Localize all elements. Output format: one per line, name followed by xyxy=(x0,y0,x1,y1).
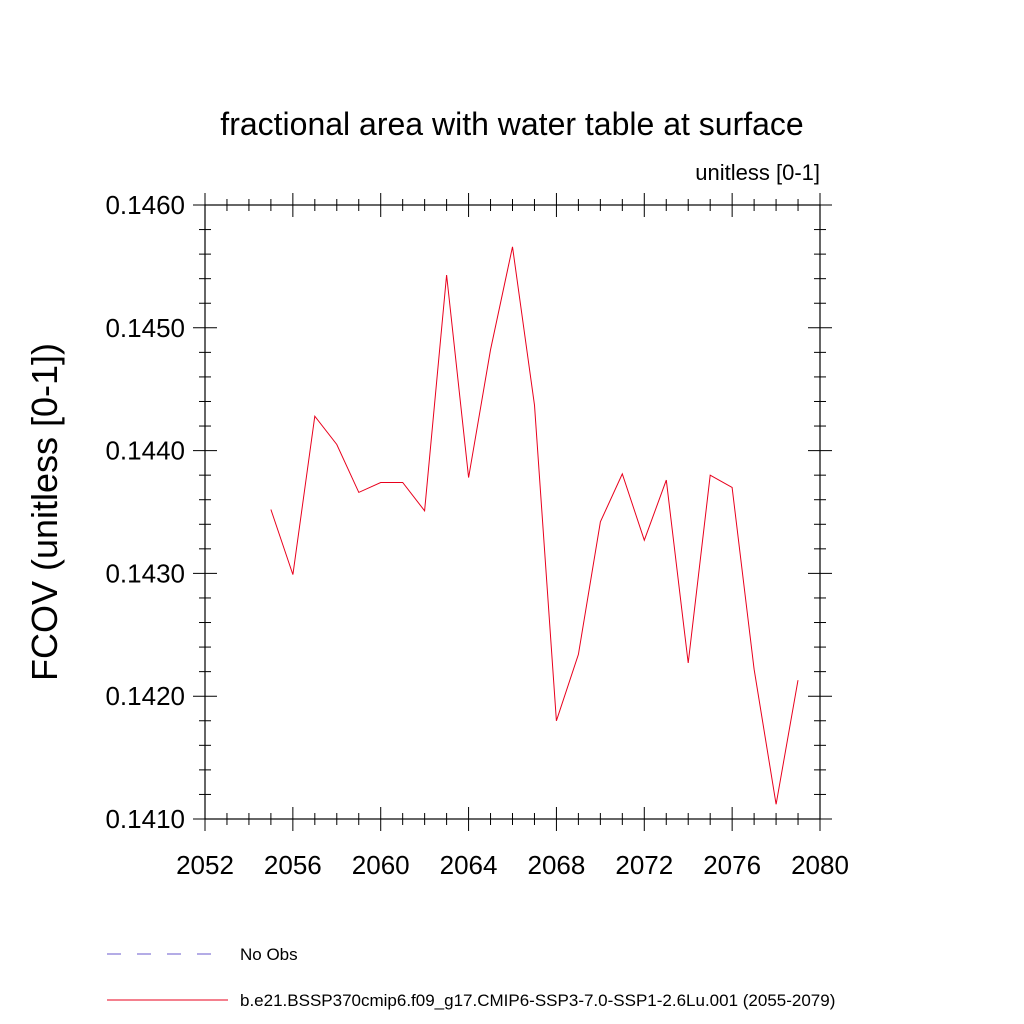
plot-frame xyxy=(204,204,821,820)
legend-label-model-run: b.e21.BSSP370cmip6.f09_g17.CMIP6-SSP3-7.… xyxy=(240,991,835,1010)
x-tick-label: 2080 xyxy=(791,850,849,880)
series-group xyxy=(270,246,799,805)
y-tick-label: 0.1460 xyxy=(105,190,185,220)
x-tick-label: 2056 xyxy=(264,850,322,880)
x-tick-label: 2064 xyxy=(440,850,498,880)
y-tick-label: 0.1440 xyxy=(105,436,185,466)
y-axis-label: FCOV (unitless [0-1]) xyxy=(24,343,65,681)
y-tick-label: 0.1420 xyxy=(105,681,185,711)
x-tick-label: 2060 xyxy=(352,850,410,880)
chart-subtitle: unitless [0-1] xyxy=(695,160,820,185)
legend: No Obs b.e21.BSSP370cmip6.f09_g17.CMIP6-… xyxy=(107,945,835,1010)
y-tick-label: 0.1410 xyxy=(105,804,185,834)
x-tick-labels: 2052 2056 2060 2064 2068 2072 2076 2080 xyxy=(176,850,849,880)
x-tick-label: 2076 xyxy=(703,850,761,880)
axis-ticks xyxy=(193,193,832,831)
y-tick-label: 0.1430 xyxy=(105,558,185,588)
series-line-0 xyxy=(270,246,799,805)
y-tick-labels: 0.1410 0.1420 0.1430 0.1440 0.1450 0.1460 xyxy=(105,190,185,834)
x-tick-label: 2052 xyxy=(176,850,234,880)
x-tick-label: 2072 xyxy=(615,850,673,880)
legend-label-no-obs: No Obs xyxy=(240,945,298,964)
chart-title: fractional area with water table at surf… xyxy=(220,106,803,142)
x-tick-label: 2068 xyxy=(528,850,586,880)
y-tick-label: 0.1450 xyxy=(105,313,185,343)
